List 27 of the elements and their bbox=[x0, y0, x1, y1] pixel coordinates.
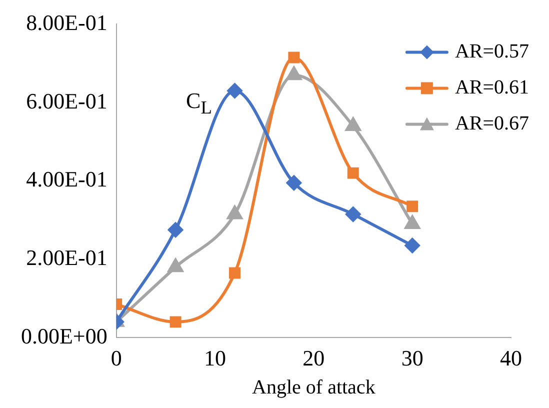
point bbox=[286, 66, 302, 80]
x-tick-label: 40 bbox=[500, 346, 522, 371]
x-tick-label: 20 bbox=[302, 346, 325, 371]
point bbox=[286, 175, 302, 190]
x-tick-label: 0 bbox=[110, 346, 122, 371]
point bbox=[227, 83, 242, 98]
point bbox=[404, 238, 420, 254]
y-tick-label: 8.00E-01 bbox=[26, 10, 108, 35]
point bbox=[229, 267, 240, 279]
y-tick-label: 6.00E-01 bbox=[26, 88, 108, 114]
point bbox=[347, 167, 359, 179]
point bbox=[288, 52, 300, 64]
y-tick-label: 0.00E+00 bbox=[20, 323, 108, 348]
y-axis-title: C$_{L}$ bbox=[186, 88, 212, 118]
point bbox=[346, 206, 361, 222]
x-tick-label: 30 bbox=[401, 346, 424, 371]
y-tick-label: 2.00E-01 bbox=[26, 245, 108, 270]
x-tick-label: 10 bbox=[204, 346, 226, 371]
legend-label: AR=0.61 bbox=[454, 76, 529, 98]
point bbox=[406, 200, 418, 212]
legend-label: AR=0.57 bbox=[454, 40, 529, 62]
legend-label: AR=0.67 bbox=[454, 112, 529, 134]
y-tick-label: 4.00E-01 bbox=[26, 166, 108, 192]
point bbox=[168, 222, 184, 238]
x-axis-title: Angle of attack bbox=[252, 376, 376, 398]
point bbox=[170, 316, 182, 328]
point bbox=[346, 118, 361, 132]
